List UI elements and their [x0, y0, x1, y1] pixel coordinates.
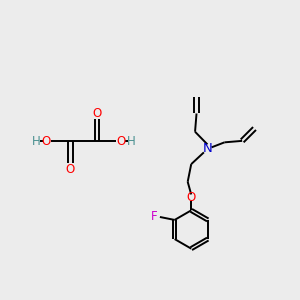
Text: N: N: [202, 142, 212, 155]
Text: H: H: [127, 135, 135, 148]
Text: O: O: [66, 163, 75, 176]
Text: O: O: [42, 135, 51, 148]
Text: O: O: [187, 191, 196, 205]
Text: F: F: [151, 210, 158, 223]
Text: H: H: [32, 135, 41, 148]
Text: O: O: [116, 135, 126, 148]
Text: O: O: [92, 107, 102, 120]
